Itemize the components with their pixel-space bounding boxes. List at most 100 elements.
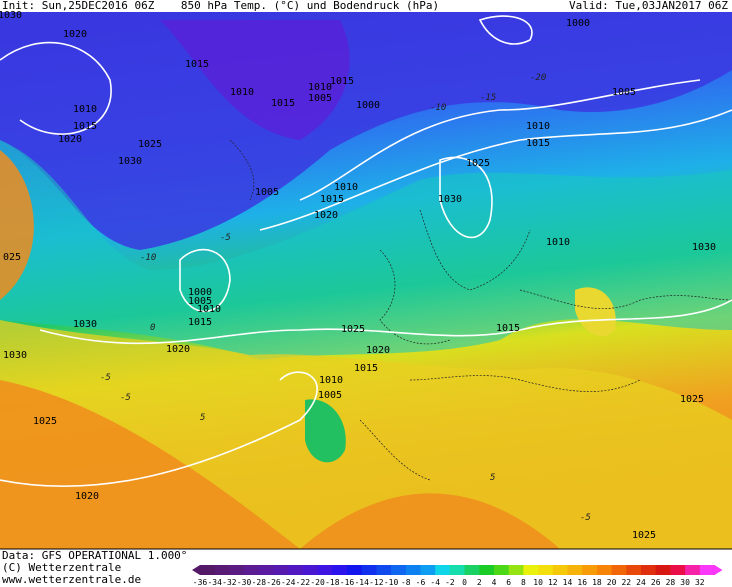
scale-swatch (582, 565, 598, 575)
isobar-label: 1020 (58, 134, 82, 145)
init-time: Init: Sun,25DEC2016 06Z (2, 0, 155, 12)
isobar-label: 1005 (318, 390, 342, 401)
scale-arrow-right (714, 565, 723, 575)
header-bar (0, 0, 732, 12)
temperature-label: -5 (120, 393, 131, 403)
isobar-label: 1010 (334, 182, 358, 193)
scale-swatch (229, 565, 245, 575)
map-title: 850 hPa Temp. (°C) und Bodendruck (hPa) (181, 0, 439, 12)
scale-swatch (699, 565, 715, 575)
scale-swatch (552, 565, 568, 575)
isobar-label: 1025 (138, 139, 162, 150)
scale-swatch (670, 565, 686, 575)
scale-label: -24 (281, 578, 296, 587)
isobar-label: 1005 (612, 87, 636, 98)
isobar-label: 1025 (632, 530, 656, 541)
scale-label: -26 (266, 578, 281, 587)
isobar-label: 1025 (680, 394, 704, 405)
isobar-label: 025 (3, 252, 21, 263)
scale-swatch (508, 565, 524, 575)
scale-swatch (641, 565, 657, 575)
scale-swatch (376, 565, 392, 575)
isobar-label: 1015 (354, 363, 378, 374)
temperature-label: 0 (150, 323, 155, 333)
scale-swatch (302, 565, 319, 575)
isobar-label: 1000 (356, 100, 380, 111)
scale-swatch (391, 565, 407, 575)
isobar-label: 1030 (3, 350, 27, 361)
temperature-label: -5 (220, 233, 231, 243)
isobar-label: 1030 (73, 319, 97, 330)
isobar-label: 1015 (185, 59, 209, 70)
isobar-label: 1025 (466, 158, 490, 169)
scale-swatch (317, 565, 333, 575)
isobar-label: 1020 (75, 491, 99, 502)
isobar-label: 1010 (526, 121, 550, 132)
scale-label: 0 (462, 578, 467, 587)
scale-swatch (288, 565, 304, 575)
scale-label: -6 (416, 578, 426, 587)
scale-swatch (464, 565, 480, 575)
scale-label: -20 (310, 578, 325, 587)
isobar-label: 1000 (566, 18, 590, 29)
scale-swatch (611, 565, 627, 575)
scale-label: 22 (621, 578, 631, 587)
isobar-label: 1025 (341, 324, 365, 335)
scale-label: -30 (237, 578, 252, 587)
scale-label: 2 (477, 578, 482, 587)
scale-swatch (685, 565, 701, 575)
scale-swatch (200, 565, 216, 575)
scale-label: 24 (636, 578, 646, 587)
scale-swatch (258, 565, 274, 575)
scale-swatch (244, 565, 260, 575)
scale-swatch (214, 565, 230, 575)
scale-label: -34 (207, 578, 222, 587)
scale-label: 14 (563, 578, 573, 587)
temperature-label: 5 (200, 413, 205, 423)
isobar-label: 1020 (63, 29, 87, 40)
scale-swatch (405, 565, 421, 575)
scale-label: -10 (384, 578, 399, 587)
isobar-label: 1015 (526, 138, 550, 149)
isobar-label: 1015 (188, 317, 212, 328)
scale-swatch (361, 565, 377, 575)
scale-label: 12 (548, 578, 558, 587)
temperature-label: 5 (490, 473, 495, 483)
isobar-label: 1005 (255, 187, 279, 198)
scale-swatch (523, 565, 539, 575)
yellow-blob (575, 287, 616, 337)
scale-arrow-left (192, 565, 200, 575)
scale-swatch (420, 565, 436, 575)
scale-swatch (479, 565, 495, 575)
isobar-label: 1020 (314, 210, 338, 221)
scale-label: 4 (492, 578, 497, 587)
isobar-label: 1015 (330, 76, 354, 87)
temperature-label: -5 (100, 373, 111, 383)
isobar-label: 1030 (118, 156, 142, 167)
scale-swatch (538, 565, 554, 575)
temperature-label: -5 (580, 513, 591, 523)
temperature-label: -15 (480, 93, 496, 103)
scale-label: -2 (445, 578, 455, 587)
scale-label: 6 (506, 578, 511, 587)
isobar-label: 1015 (496, 323, 520, 334)
copyright: (C) Wetterzentrale (2, 561, 121, 574)
scale-label: -18 (325, 578, 340, 587)
scale-label: 8 (521, 578, 526, 587)
scale-swatch (596, 565, 613, 575)
scale-swatch (494, 565, 510, 575)
scale-label: -32 (222, 578, 237, 587)
cold-area (0, 12, 732, 250)
isobar-label: 1015 (271, 98, 295, 109)
isobar-label: 1030 (0, 10, 22, 21)
scale-swatch (273, 565, 289, 575)
isobar-label: 1000 (188, 287, 212, 298)
isobar-label: 1010 (308, 82, 332, 93)
scale-label: 10 (533, 578, 543, 587)
isobar-label: 1030 (438, 194, 462, 205)
isobar-label: 1025 (33, 416, 57, 427)
scale-label: 30 (680, 578, 690, 587)
